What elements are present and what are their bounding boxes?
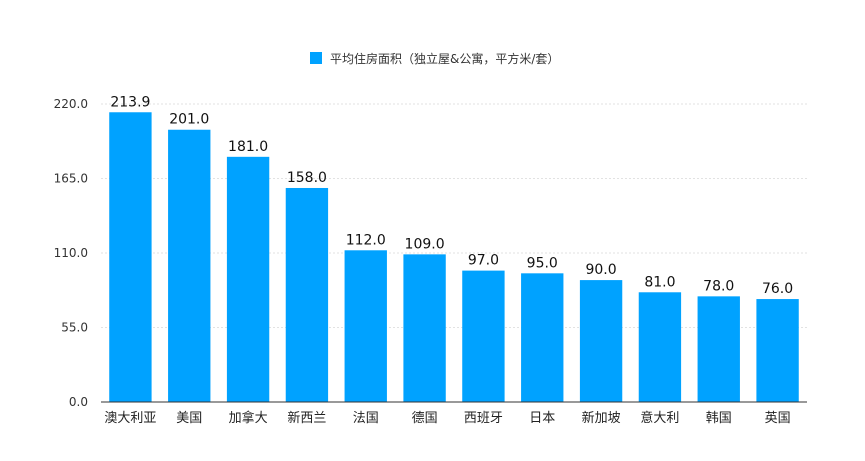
legend-label: 平均住房面积（独立屋&公寓，平方米/套） xyxy=(330,51,559,66)
bar xyxy=(697,296,740,402)
legend-swatch xyxy=(310,52,322,64)
legend: 平均住房面积（独立屋&公寓，平方米/套） xyxy=(310,51,559,66)
data-labels: 213.9 201.0 181.0 158.0 112.0 109.0 97.0 95.0 90… xyxy=(110,94,793,297)
data-label: 181.0 xyxy=(228,139,268,155)
x-category-label: 德国 xyxy=(412,411,438,426)
y-tick-label: 220.0 xyxy=(54,97,88,111)
data-label: 213.9 xyxy=(110,94,150,110)
bar xyxy=(109,112,152,402)
x-category-label: 澳大利亚 xyxy=(104,410,156,426)
x-category-label: 英国 xyxy=(765,411,791,426)
x-category-label: 法国 xyxy=(353,411,379,426)
bar xyxy=(285,187,329,402)
x-category-label: 美国 xyxy=(176,411,202,426)
data-label: 76.0 xyxy=(762,281,793,297)
data-label: 201.0 xyxy=(169,112,209,128)
y-tick-label: 165.0 xyxy=(54,172,88,186)
y-tick-label: 110.0 xyxy=(54,246,88,260)
bar xyxy=(462,270,505,402)
data-label: 158.0 xyxy=(287,170,327,186)
data-label: 97.0 xyxy=(468,253,499,269)
bar xyxy=(638,292,682,402)
data-label: 90.0 xyxy=(585,262,616,278)
bar xyxy=(756,299,799,402)
bar xyxy=(579,280,623,402)
y-tick-label: 55.0 xyxy=(61,321,88,335)
data-label: 95.0 xyxy=(527,255,558,271)
x-category-label: 新西兰 xyxy=(287,410,326,426)
x-category-label: 日本 xyxy=(529,411,555,426)
data-label: 78.0 xyxy=(703,278,734,294)
x-category-label: 新加坡 xyxy=(582,410,621,426)
bar xyxy=(344,250,387,402)
bar xyxy=(403,254,446,402)
bars xyxy=(109,112,799,402)
data-label: 112.0 xyxy=(346,232,386,248)
bar xyxy=(168,129,211,402)
data-label: 109.0 xyxy=(405,236,445,252)
y-axis-ticks: 0.0 55.0 110.0 165.0 220.0 xyxy=(54,97,88,409)
y-tick-label: 0.0 xyxy=(69,395,88,409)
x-category-label: 西班牙 xyxy=(464,411,503,426)
gridlines xyxy=(101,103,807,328)
bar xyxy=(521,273,564,402)
x-axis-categories: 澳大利亚 美国 加拿大 新西兰 法国 德国 西班牙 日本 新加坡 意大利 韩国 英国 xyxy=(104,410,790,426)
bar xyxy=(226,156,270,402)
x-category-label: 意大利 xyxy=(640,410,679,426)
x-category-label: 韩国 xyxy=(706,411,732,426)
data-label: 81.0 xyxy=(644,274,675,290)
x-category-label: 加拿大 xyxy=(229,410,268,426)
